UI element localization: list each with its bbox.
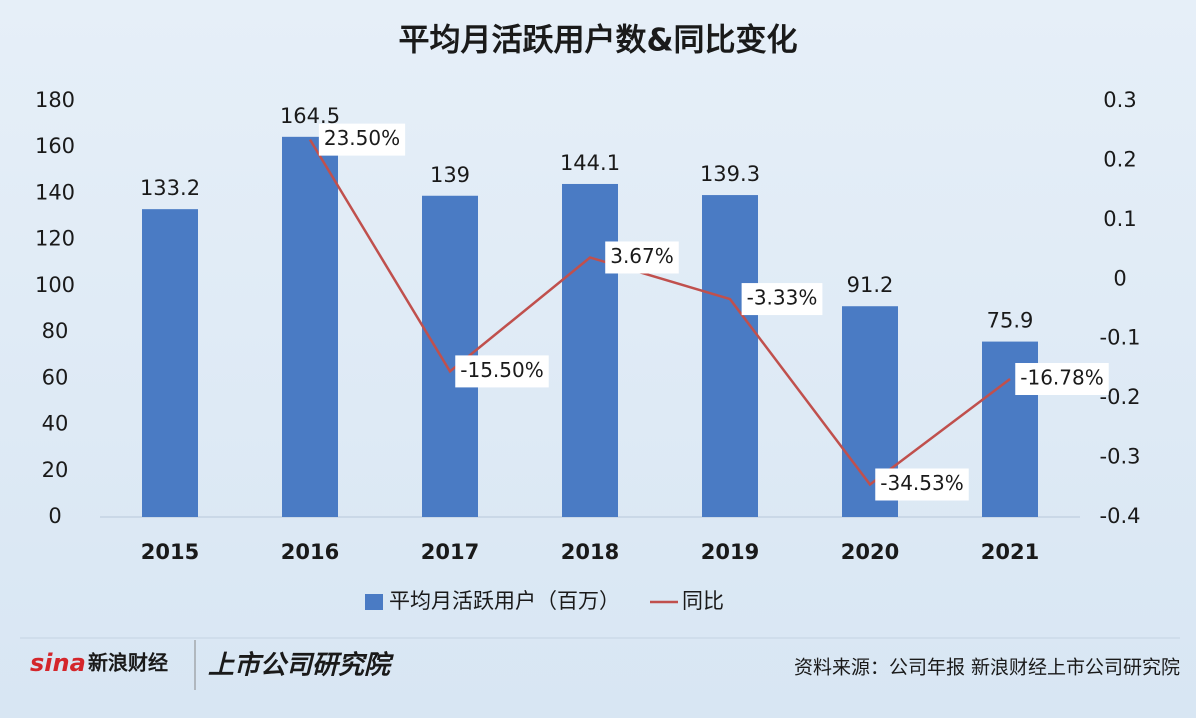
- bar: [702, 195, 758, 517]
- chart-title: 平均月活跃用户数&同比变化: [398, 23, 797, 59]
- bar-value-label: 91.2: [847, 273, 894, 297]
- line-value-label: 23.50%: [324, 126, 400, 150]
- y2-tick-label: -0.4: [1100, 504, 1141, 528]
- y-tick-label: 180: [35, 88, 75, 112]
- x-tick-label: 2018: [561, 540, 619, 564]
- bar: [282, 136, 338, 518]
- x-tick-label: 2017: [421, 540, 479, 564]
- line-label-box: [455, 355, 549, 388]
- bar-value-label: 75.9: [987, 309, 1034, 333]
- y-tick-label: 40: [42, 412, 69, 436]
- x-tick-label: 2015: [141, 540, 199, 564]
- logo-right: 上市公司研究院: [208, 651, 394, 681]
- x-tick-label: 2020: [841, 540, 899, 564]
- y2-tick-label: 0.2: [1103, 147, 1136, 171]
- bar-value-label: 144.1: [560, 151, 620, 175]
- legend-swatch: [365, 594, 383, 610]
- y-tick-label: 100: [35, 273, 75, 297]
- y2-tick-label: 0: [1113, 266, 1126, 290]
- line-value-label: 3.67%: [610, 244, 674, 268]
- line-label-box: [741, 283, 823, 316]
- y-tick-label: 60: [42, 365, 69, 389]
- line-value-label: -15.50%: [460, 358, 543, 382]
- y-tick-label: 160: [35, 134, 75, 158]
- y2-tick-label: -0.1: [1100, 326, 1141, 350]
- line-value-label: -3.33%: [747, 286, 818, 310]
- y-tick-label: 140: [35, 180, 75, 204]
- bar: [562, 183, 618, 518]
- y2-tick-label: 0.1: [1103, 207, 1136, 231]
- line-value-label: -34.53%: [880, 471, 963, 495]
- bar: [142, 209, 198, 517]
- y2-tick-label: -0.3: [1100, 445, 1141, 469]
- line: [308, 138, 1011, 487]
- line-value-label: -16.78%: [1020, 366, 1103, 390]
- legend-label: 平均月活跃用户（百万）: [389, 589, 620, 613]
- source-note: 资料来源：公司年报 新浪财经上市公司研究院: [794, 657, 1180, 679]
- line-label-box: [1015, 363, 1109, 396]
- x-tick-label: 2019: [701, 540, 759, 564]
- bar-value-label: 133.2: [140, 176, 200, 200]
- logo-mark: sina: [30, 649, 86, 677]
- line-label-box: [605, 241, 679, 274]
- x-tick-label: 2016: [281, 540, 339, 564]
- x-tick-label: 2021: [981, 540, 1039, 564]
- logo-left: 新浪财经: [88, 651, 168, 675]
- y-tick-label: 120: [35, 227, 75, 251]
- legend-label: 同比: [682, 589, 724, 613]
- line-label-box: [875, 468, 969, 501]
- line-label-box: [318, 123, 406, 156]
- y-tick-label: 80: [42, 319, 69, 343]
- bar-value-label: 139: [430, 163, 470, 187]
- bar-value-label: 139.3: [700, 162, 760, 186]
- y-tick-label: 20: [42, 458, 69, 482]
- y2-tick-label: 0.3: [1103, 88, 1136, 112]
- y-tick-label: 0: [48, 504, 61, 528]
